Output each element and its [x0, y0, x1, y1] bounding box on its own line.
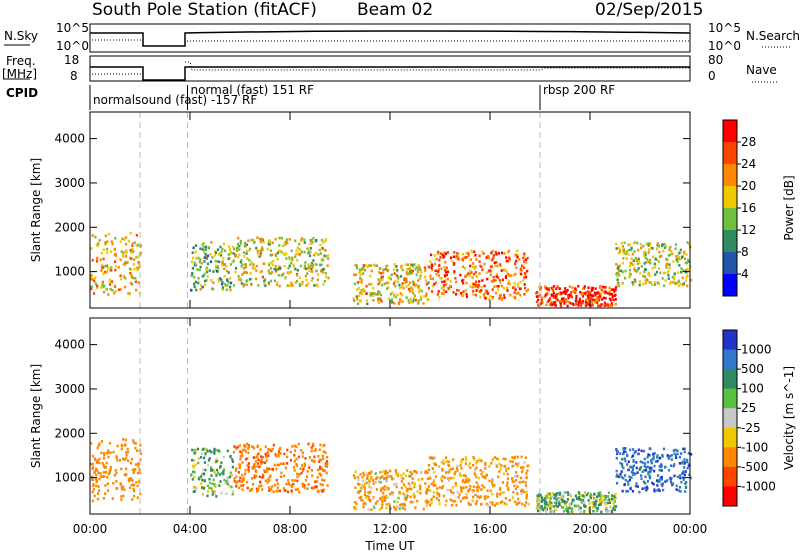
beam-title: Beam 02 — [357, 0, 433, 20]
colorbar-segment — [723, 447, 737, 468]
power-scatter-region — [232, 236, 330, 288]
velocity-scatter-region — [190, 447, 235, 498]
nave-line — [92, 61, 690, 75]
freq-tick-high: 18 — [64, 53, 79, 67]
nave-tick-high: 80 — [708, 53, 723, 67]
x-tick-label: 00:00 — [73, 522, 108, 536]
freq-label-2: [MHz] — [2, 67, 37, 81]
x-tick-label: 12:00 — [373, 522, 408, 536]
colorbar-segment — [723, 164, 737, 187]
colorbar-segment — [723, 186, 737, 209]
freq-line — [90, 66, 690, 81]
cpid-segment-label: rbsp 200 RF — [543, 83, 615, 97]
colorbar-tick-label: 28 — [741, 135, 756, 149]
power-colorbar: 28 24 20 16 12 8 4 Power [dB] — [722, 119, 796, 297]
colorbar-tick-label: 100 — [741, 382, 764, 396]
colorbar-segment — [723, 388, 737, 409]
station-title: South Pole Station (fitACF) — [92, 0, 317, 20]
freq-panel: Freq. [MHz] 18 8 80 0 Nave — [2, 53, 778, 83]
colorbar-tick-label: 4 — [741, 267, 749, 281]
y-tick-label: 1000 — [54, 471, 85, 485]
velocity-scatter-region — [352, 469, 430, 512]
nsearch-line — [92, 39, 690, 42]
y-tick-label: 1000 — [54, 265, 85, 279]
x-tick-label: 16:00 — [473, 522, 508, 536]
y-tick-label: 3000 — [54, 382, 85, 396]
power-scatter-region — [190, 241, 235, 292]
velocity-scatter-region — [535, 491, 618, 514]
freq-label-1: Freq. — [6, 54, 36, 68]
colorbar-title: Power [dB] — [782, 175, 796, 240]
y-tick-label: 2000 — [54, 220, 85, 234]
velocity-panel: 1000 2000 3000 4000 Slant Range [km] — [29, 317, 693, 515]
nsearch-tick-low: 10^0 — [708, 39, 741, 53]
date-title: 02/Sep/2015 — [595, 0, 703, 20]
colorbar-segment — [723, 427, 737, 448]
nsearch-label: N.Search — [746, 29, 800, 43]
colorbar-segment — [723, 230, 737, 253]
power-panel: 1000 2000 3000 4000 Slant Range [km] — [29, 111, 692, 309]
colorbar-tick-label: 8 — [741, 245, 749, 259]
velocity-scatter-region — [615, 447, 693, 494]
colorbar-segment — [723, 486, 737, 507]
colorbar-segment — [723, 349, 737, 370]
colorbar-tick-label: 16 — [741, 201, 756, 215]
velocity-scatter-region — [232, 442, 329, 494]
x-axis-label: Time UT — [364, 539, 415, 553]
colorbar-tick-label: 12 — [741, 223, 756, 237]
colorbar-tick-label: 25 — [741, 401, 756, 415]
colorbar-tick-label: 1000 — [741, 343, 772, 357]
colorbar-tick-label: 20 — [741, 179, 756, 193]
cpid-segment-label: normal (fast) 151 RF — [191, 83, 315, 97]
y-axis-label: Slant Range [km] — [29, 364, 43, 468]
y-axis-label: Slant Range [km] — [29, 158, 43, 262]
x-tick-label: 04:00 — [173, 522, 208, 536]
velocity-colorbar: 1000 500 100 25 -25 -100 -500 -1000 Velocity [m … — [722, 329, 796, 507]
power-scatter-region — [427, 249, 530, 301]
y-tick-label: 2000 — [54, 426, 85, 440]
cpid-segment-label: normalsound (fast) -157 RF — [93, 93, 257, 107]
colorbar-tick-label: -25 — [741, 421, 761, 435]
colorbar-tick-label: 24 — [741, 157, 756, 171]
x-tick-label: 00:00 — [673, 522, 708, 536]
colorbar-segment — [723, 466, 737, 487]
colorbar-segment — [723, 120, 737, 143]
colorbar-segment — [723, 274, 737, 297]
colorbar-segment — [723, 369, 737, 390]
freq-tick-low: 8 — [70, 69, 78, 83]
colorbar-tick-label: -100 — [741, 440, 768, 454]
x-tick-label: 20:00 — [573, 522, 608, 536]
velocity-scatter-region — [427, 455, 530, 507]
nsky-tick-high: 10^5 — [56, 21, 89, 35]
y-tick-label: 3000 — [54, 176, 85, 190]
power-scatter-region — [90, 232, 142, 296]
nsky-panel: N.Sky 10^5 10^0 10^5 10^0 N.Search — [4, 21, 800, 53]
nsky-line — [90, 30, 691, 47]
nsearch-tick-high: 10^5 — [708, 21, 741, 35]
nsky-label: N.Sky — [4, 29, 38, 43]
y-tick-label: 4000 — [54, 132, 85, 146]
colorbar-tick-label: -500 — [741, 460, 768, 474]
colorbar-segment — [723, 252, 737, 275]
velocity-scatter-region — [90, 438, 143, 503]
colorbar-segment — [723, 408, 737, 429]
nave-label: Nave — [746, 63, 777, 77]
power-scatter-region — [615, 241, 692, 288]
colorbar-segment — [723, 330, 737, 351]
nsky-tick-low: 10^0 — [56, 39, 89, 53]
colorbar-segment — [723, 208, 737, 231]
colorbar-segment — [723, 142, 737, 165]
power-scatter-region — [535, 285, 618, 308]
y-tick-label: 4000 — [54, 338, 85, 352]
nave-tick-low: 0 — [708, 69, 716, 83]
colorbar-tick-label: 500 — [741, 362, 764, 376]
colorbar-tick-label: -1000 — [741, 479, 776, 493]
power-scatter-region — [352, 263, 430, 306]
cpid-label: CPID — [6, 86, 38, 100]
x-tick-label: 08:00 — [273, 522, 308, 536]
colorbar-title: Velocity [m s^-1] — [782, 366, 796, 470]
